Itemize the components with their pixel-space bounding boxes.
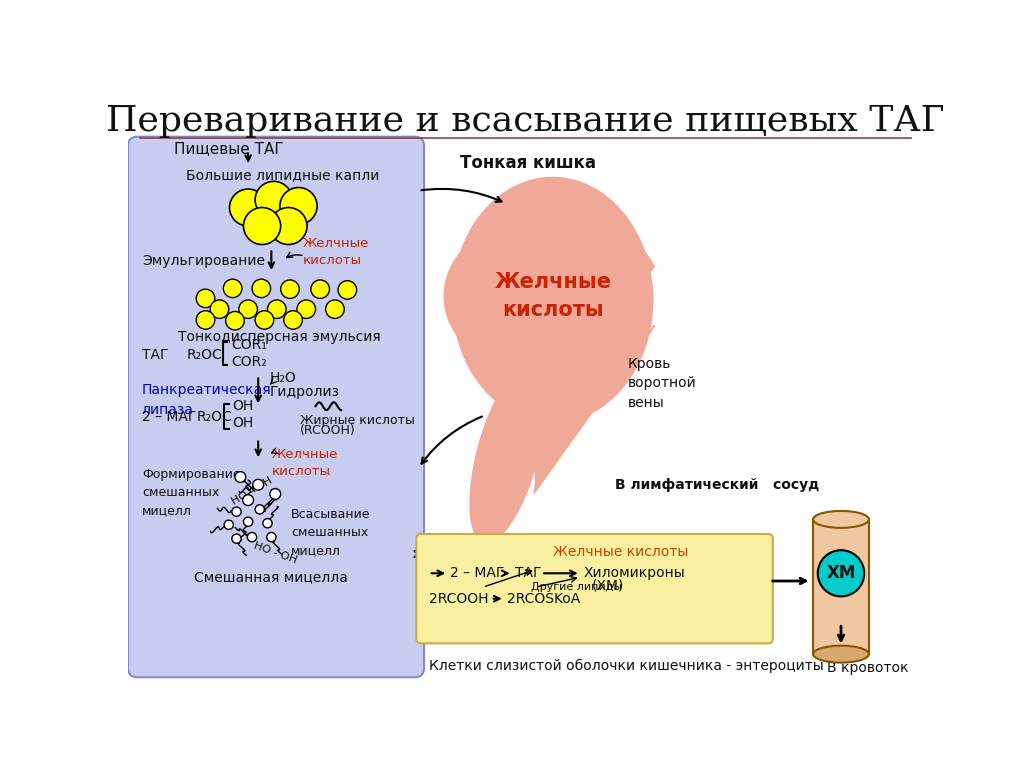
Circle shape bbox=[225, 311, 245, 330]
Circle shape bbox=[229, 189, 266, 226]
Circle shape bbox=[284, 311, 302, 329]
Text: OH: OH bbox=[232, 399, 254, 413]
Text: Желчные
кислоты: Желчные кислоты bbox=[302, 237, 369, 267]
Text: Кровь
воротной
вены: Кровь воротной вены bbox=[628, 357, 696, 410]
Text: Желчные
кислоты: Желчные кислоты bbox=[495, 272, 611, 320]
FancyBboxPatch shape bbox=[128, 137, 424, 677]
Text: Гидролиз: Гидролиз bbox=[270, 385, 340, 400]
Text: COR₂: COR₂ bbox=[231, 354, 267, 368]
Circle shape bbox=[255, 181, 292, 219]
Circle shape bbox=[267, 300, 286, 318]
Text: Панкреатическая
липаза: Панкреатическая липаза bbox=[142, 383, 271, 416]
Circle shape bbox=[326, 300, 344, 318]
Ellipse shape bbox=[813, 511, 869, 528]
Circle shape bbox=[297, 300, 315, 318]
Circle shape bbox=[255, 311, 273, 329]
Circle shape bbox=[224, 520, 233, 529]
Text: R₂OC: R₂OC bbox=[197, 410, 232, 424]
Circle shape bbox=[197, 311, 215, 329]
Circle shape bbox=[210, 300, 228, 318]
Bar bbox=[813, 519, 869, 654]
Text: ХМ: ХМ bbox=[826, 565, 856, 582]
Circle shape bbox=[311, 280, 330, 298]
Text: 2 – МАГ: 2 – МАГ bbox=[142, 410, 197, 424]
Polygon shape bbox=[444, 216, 654, 493]
Text: Другие липиды: Другие липиды bbox=[531, 582, 623, 592]
Text: Эмульгирование: Эмульгирование bbox=[142, 255, 265, 268]
Circle shape bbox=[253, 479, 263, 490]
Circle shape bbox=[270, 489, 281, 499]
Text: 2RCOOH: 2RCOOH bbox=[429, 591, 488, 606]
Ellipse shape bbox=[452, 176, 653, 423]
Text: Желчные кислоты: Желчные кислоты bbox=[553, 545, 688, 558]
Text: ТАГ: ТАГ bbox=[515, 566, 541, 581]
Text: Желчные
кислоты: Желчные кислоты bbox=[272, 448, 339, 478]
Circle shape bbox=[223, 279, 242, 298]
Text: HO - OH: HO - OH bbox=[230, 476, 274, 506]
Text: Тонкая кишка: Тонкая кишка bbox=[460, 154, 596, 172]
Text: HO - OH: HO - OH bbox=[252, 540, 298, 565]
Text: ТАГ: ТАГ bbox=[142, 348, 168, 362]
Circle shape bbox=[818, 550, 864, 597]
Text: Переваривание и всасывание пищевых ТАГ: Переваривание и всасывание пищевых ТАГ bbox=[105, 104, 944, 138]
Text: (ХМ): (ХМ) bbox=[592, 578, 624, 593]
Circle shape bbox=[280, 187, 317, 225]
Text: В кровоток: В кровоток bbox=[827, 661, 909, 675]
Ellipse shape bbox=[813, 646, 869, 663]
Text: COR₁: COR₁ bbox=[231, 337, 267, 351]
Circle shape bbox=[338, 281, 356, 299]
Text: 2 – МАГ: 2 – МАГ bbox=[451, 566, 505, 581]
Text: R₂OC: R₂OC bbox=[186, 348, 222, 362]
Text: Хиломикроны: Хиломикроны bbox=[584, 566, 685, 581]
Text: OH: OH bbox=[232, 416, 254, 430]
Circle shape bbox=[248, 532, 257, 542]
Text: 2RCOSKoA: 2RCOSKoA bbox=[507, 591, 581, 606]
Text: (RCOOH): (RCOOH) bbox=[300, 424, 355, 437]
Text: Тонкодисперсная эмульсия: Тонкодисперсная эмульсия bbox=[178, 330, 381, 344]
Circle shape bbox=[243, 495, 254, 505]
Text: Пищевые ТАГ: Пищевые ТАГ bbox=[174, 142, 284, 156]
Ellipse shape bbox=[469, 364, 546, 544]
Circle shape bbox=[244, 517, 253, 526]
Circle shape bbox=[244, 208, 281, 245]
Circle shape bbox=[231, 534, 241, 543]
FancyBboxPatch shape bbox=[417, 534, 773, 644]
Circle shape bbox=[266, 532, 276, 542]
Circle shape bbox=[234, 472, 246, 482]
Text: Формирование
смешанных
мицелл: Формирование смешанных мицелл bbox=[142, 468, 241, 517]
Circle shape bbox=[252, 279, 270, 298]
Circle shape bbox=[270, 208, 307, 245]
Text: Всасывание
смешанных
мицелл: Всасывание смешанных мицелл bbox=[291, 508, 371, 557]
Text: Большие липидные капли: Большие липидные капли bbox=[186, 168, 380, 183]
Circle shape bbox=[263, 518, 272, 528]
Circle shape bbox=[281, 280, 299, 298]
Text: H₂O: H₂O bbox=[270, 371, 297, 386]
Text: Клетки слизистой оболочки кишечника - энтероциты: Клетки слизистой оболочки кишечника - эн… bbox=[429, 659, 823, 673]
Text: В лимфатический   сосуд: В лимфатический сосуд bbox=[614, 478, 819, 492]
Circle shape bbox=[197, 289, 215, 308]
Circle shape bbox=[239, 300, 257, 318]
Circle shape bbox=[231, 507, 241, 516]
Circle shape bbox=[255, 505, 264, 514]
Text: Смешанная мицелла: Смешанная мицелла bbox=[195, 570, 348, 584]
Text: Жирные кислоты: Жирные кислоты bbox=[300, 413, 415, 426]
